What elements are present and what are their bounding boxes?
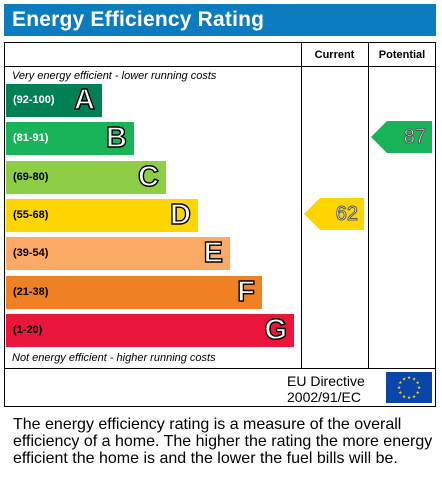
current-arrow-shape [304,198,364,230]
eu-flag-icon: ★ ★ ★ ★ ★ ★ ★ ★ ★ ★ ★ ★ [386,372,432,403]
band-range-label: (21-38) [13,286,49,298]
band-e: (39-54) E [6,237,230,270]
directive-line-2: 2002/91/EC [287,389,361,405]
star-icon: ★ [402,376,406,381]
band-range-label: (39-54) [13,247,49,259]
star-icon: ★ [407,395,411,400]
potential-rating-arrow: 87 [371,121,432,153]
band-range-label: (1-20) [13,324,43,336]
band-b: (81-91) B [6,122,134,155]
band-range-label: (81-91) [13,132,49,144]
title-bar: Energy Efficiency Rating [4,4,436,36]
band-letter: D [169,199,191,231]
star-icon: ★ [417,385,421,390]
potential-arrow-fill [371,121,432,153]
description-text: The energy efficiency rating is a measur… [13,416,433,467]
directive-line-1: EU Directive [287,373,365,389]
band-letter: E [203,237,224,269]
band-g: (1-20) G [6,314,294,347]
band-range-label: (69-80) [13,171,49,183]
band-a: (92-100) A [6,84,102,117]
star-icon: ★ [398,380,402,385]
star-icon: ★ [416,390,420,395]
band-d: (55-68) D [6,199,198,232]
band-letter: C [137,161,159,193]
star-icon: ★ [402,394,406,399]
current-rating-value: 62 [335,203,358,226]
band-letter: G [264,314,288,346]
band-letter: F [237,276,256,308]
band-range-label: (92-100) [13,94,55,106]
footer-divider [5,368,435,369]
star-icon: ★ [398,390,402,395]
bottom-note: Not energy efficient - higher running co… [12,352,216,364]
star-icon: ★ [407,375,411,380]
potential-column-divider [368,43,369,368]
current-arrow-fill [304,198,364,230]
current-column-divider [301,43,302,368]
band-c: (69-80) C [6,161,166,194]
header-divider [5,66,435,67]
potential-arrow-shape [371,121,432,153]
star-icon: ★ [397,385,401,390]
rating-table: Current Potential Very energy efficient … [4,42,436,407]
band-range-label: (55-68) [13,209,49,221]
eu-stars: ★ ★★★★★★★★★★★ [397,375,421,400]
potential-column-header: Potential [378,49,426,61]
band-f: (21-38) F [6,276,262,309]
potential-rating-value: 87 [403,126,426,149]
chart-title: Energy Efficiency Rating [12,8,265,31]
current-rating-arrow: 62 [304,198,364,230]
star-icon: ★ [412,394,416,399]
star-icon: ★ [416,380,420,385]
top-note: Very energy efficient - lower running co… [12,70,217,82]
band-letter: B [105,122,127,154]
band-letter: A [73,84,95,116]
current-column-header: Current [314,49,355,61]
star-icon: ★ [412,376,416,381]
